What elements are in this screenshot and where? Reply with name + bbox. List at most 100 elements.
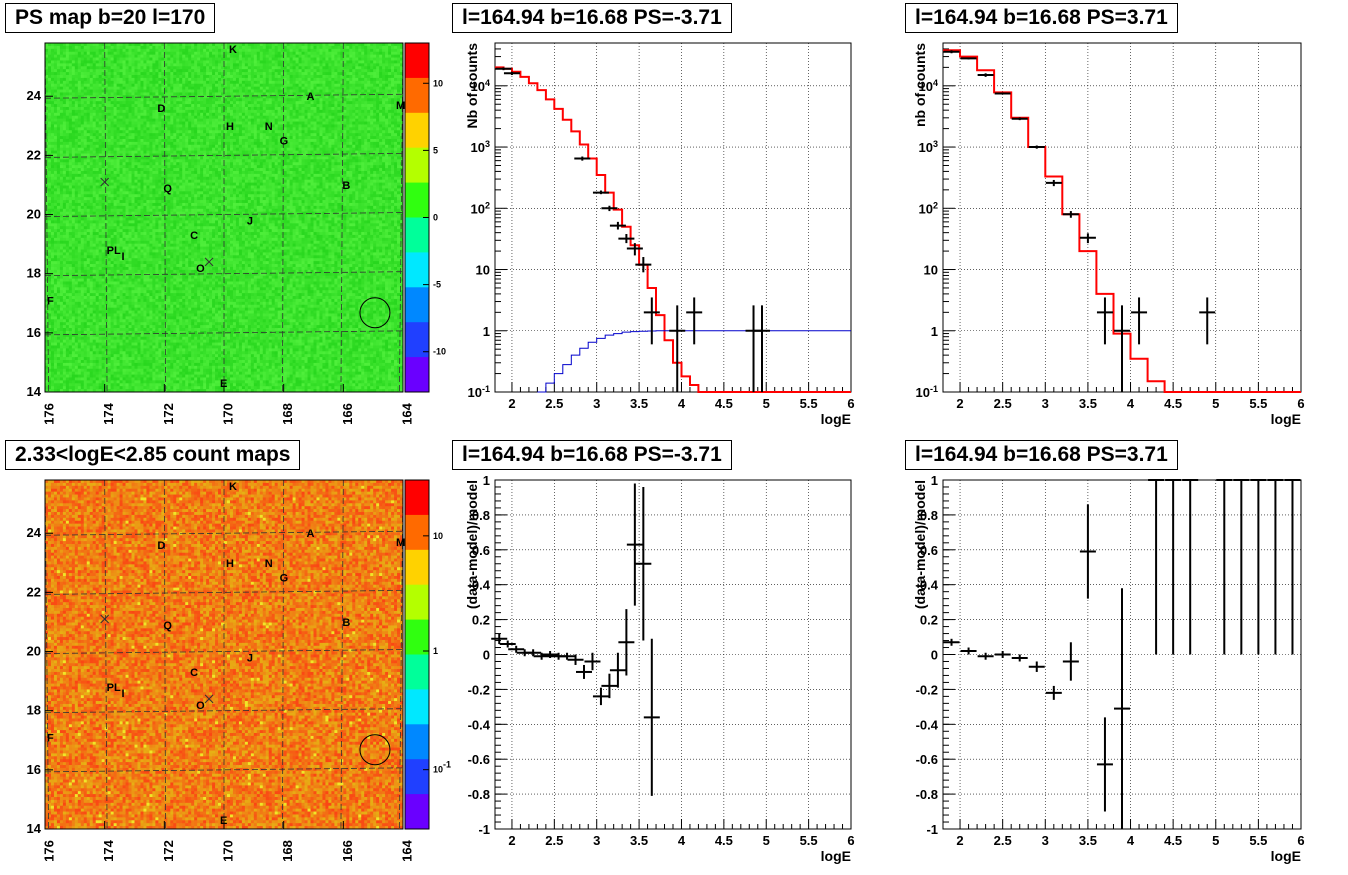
map-cell — [155, 345, 159, 349]
map-cell — [74, 249, 79, 253]
map-cell — [119, 226, 123, 230]
map-cell — [149, 264, 153, 268]
map-cell — [131, 345, 135, 349]
map-cell — [164, 371, 168, 375]
map-cell — [62, 69, 67, 73]
map-cell — [62, 269, 67, 274]
map-cell — [95, 234, 100, 239]
map-cell — [119, 249, 123, 253]
map-cell — [128, 383, 132, 387]
map-cell — [152, 141, 156, 146]
map-cell — [68, 368, 73, 373]
map-cell — [119, 43, 123, 47]
map-cell — [110, 354, 115, 358]
map-cell — [134, 182, 138, 186]
map-cell — [107, 345, 112, 349]
map-cell — [155, 194, 159, 198]
map-cell — [119, 115, 123, 120]
map-cell — [62, 330, 67, 335]
map-cell — [92, 74, 97, 79]
map-cell — [101, 150, 106, 154]
map-cell — [89, 159, 94, 163]
map-cell — [149, 92, 153, 96]
map-cell — [86, 205, 91, 210]
map-cell — [74, 266, 79, 271]
map-cell — [107, 144, 112, 149]
map-cell — [140, 66, 144, 70]
map-cell — [77, 168, 82, 172]
map-cell — [59, 194, 64, 198]
map-cell — [47, 357, 52, 361]
map-cell — [53, 229, 58, 233]
map-cell — [56, 43, 61, 47]
map-cell — [158, 246, 162, 250]
map-cell — [140, 339, 144, 343]
map-cell — [71, 380, 76, 384]
map-cell — [77, 319, 82, 323]
map-cell — [119, 98, 123, 102]
map-cell — [161, 264, 165, 268]
map-cell — [101, 45, 106, 50]
map-cell — [143, 217, 147, 221]
map-cell — [80, 296, 85, 300]
map-cell — [53, 150, 58, 154]
map-cell — [71, 293, 76, 297]
map-cell — [68, 45, 73, 50]
map-cell — [65, 205, 70, 210]
map-cell — [167, 147, 171, 152]
map-cell — [107, 72, 112, 76]
map-cell — [140, 249, 144, 253]
map-cell — [152, 365, 156, 370]
map-cell — [89, 307, 94, 311]
map-cell — [146, 281, 150, 285]
map-cell — [53, 301, 58, 306]
map-cell — [77, 147, 82, 152]
map-cell — [164, 170, 168, 175]
map-cell — [119, 141, 123, 146]
map-cell — [125, 217, 129, 221]
map-cell — [62, 374, 67, 378]
map-cell — [47, 101, 52, 105]
map-cell — [137, 101, 141, 105]
map-cell — [131, 336, 135, 341]
map-cell — [152, 136, 156, 140]
map-cell — [83, 136, 88, 140]
map-cell — [128, 188, 132, 192]
map-cell — [59, 281, 64, 285]
map-cell — [128, 249, 132, 253]
map-cell — [116, 104, 120, 108]
map-cell — [98, 307, 103, 311]
map-cell — [98, 266, 103, 271]
map-cell — [53, 243, 58, 247]
map-cell — [143, 354, 147, 358]
map-cell — [155, 182, 159, 186]
map-cell — [164, 168, 168, 172]
map-cell — [92, 313, 97, 317]
map-cell — [158, 104, 162, 108]
map-cell — [89, 284, 94, 288]
map-cell — [131, 63, 135, 67]
map-cell — [56, 150, 61, 154]
map-cell — [134, 60, 138, 64]
map-cell — [125, 223, 129, 227]
map-cell — [92, 179, 97, 183]
map-cell — [86, 74, 91, 79]
map-cell — [113, 348, 117, 352]
map-cell — [98, 109, 103, 114]
map-cell — [155, 83, 159, 88]
map-cell — [158, 77, 162, 82]
map-cell — [71, 101, 76, 105]
map-cell — [122, 310, 126, 314]
map-cell — [95, 77, 100, 82]
map-cell — [164, 389, 168, 393]
map-cell — [137, 383, 141, 387]
map-cell — [140, 336, 144, 341]
map-cell — [116, 333, 120, 338]
map-cell — [47, 313, 52, 317]
map-cell — [56, 80, 61, 85]
map-cell — [89, 147, 94, 152]
map-cell — [62, 185, 67, 189]
map-cell — [125, 104, 129, 108]
map-cell — [125, 383, 129, 387]
map-cell — [155, 136, 159, 140]
